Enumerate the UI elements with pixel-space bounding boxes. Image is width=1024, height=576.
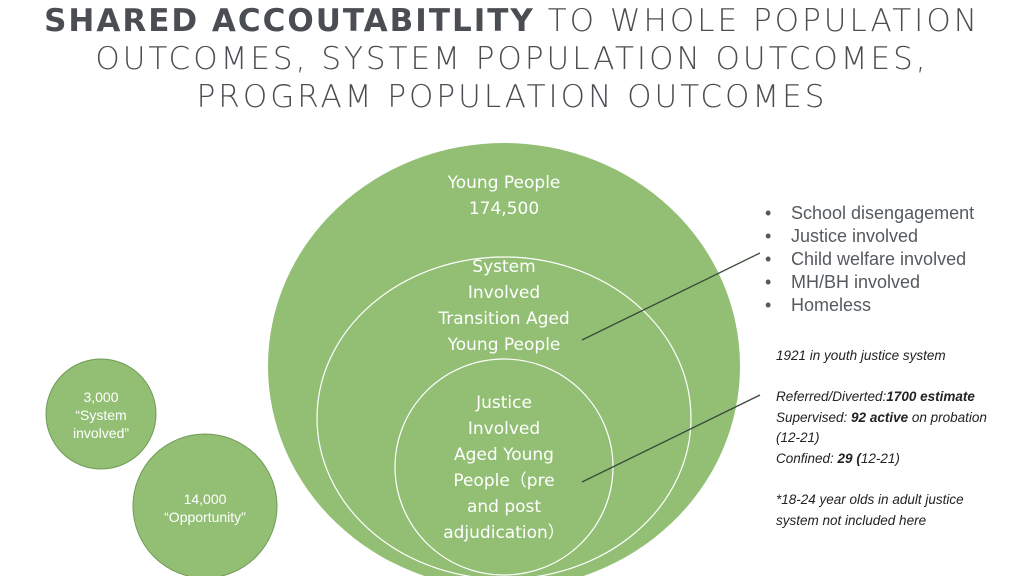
small-system-label: 3,000 “System involved” [51, 388, 151, 442]
list-item: Homeless [765, 294, 974, 317]
confined-line: Confined: 29 (12-21) [776, 449, 987, 470]
page-title: SHARED ACCOUTABITLITY TO WHOLE POPULATIO… [0, 2, 1024, 116]
title-bold: SHARED ACCOUTABITLITY [44, 3, 535, 39]
list-item: Child welfare involved [765, 248, 974, 271]
inner-label-line: Aged Young [454, 445, 554, 465]
inner-label-line: People（pre [453, 471, 555, 491]
title-line-1: SHARED ACCOUTABITLITY TO WHOLE POPULATIO… [0, 2, 1024, 40]
middle-circle-label: System Involved Transition Aged Young Pe… [404, 254, 604, 358]
inner-circle-label: Justice Involved Aged Young People（pre a… [404, 390, 604, 546]
referred-value: 1700 estimate [886, 389, 975, 404]
middle-label-line: Transition Aged [438, 309, 570, 329]
youth-justice-text: in youth justice system [806, 348, 946, 363]
footnote: *18-24 year olds in adult justice system… [776, 490, 964, 531]
youth-justice-note: 1921 in youth justice system [776, 346, 946, 367]
middle-label-line: Involved [467, 283, 541, 303]
small-system-text: involved” [72, 425, 130, 441]
middle-label-line: Young People [447, 335, 561, 355]
middle-label-line: System [472, 257, 536, 277]
supervised-label: Supervised: [776, 409, 852, 425]
small-opportunity-text: “Opportunity” [164, 509, 246, 525]
list-item: Justice involved [765, 225, 974, 248]
system-involvement-list: School disengagement Justice involved Ch… [765, 202, 974, 317]
connector-line-middle [581, 252, 761, 341]
justice-breakdown-note: Referred/Diverted:1700 estimate Supervis… [776, 387, 987, 469]
list-item: School disengagement [765, 202, 974, 225]
referred-line: Referred/Diverted:1700 estimate [776, 387, 987, 408]
small-system-text: “System [75, 407, 127, 423]
title-line-2: OUTCOMES, SYSTEM POPULATION OUTCOMES, [95, 41, 929, 77]
inner-label-line: and post [466, 497, 542, 517]
inner-label-line: Justice [476, 393, 532, 413]
youth-justice-count: 1921 [776, 348, 807, 363]
outer-circle-label: Young People 174,500 [404, 170, 604, 222]
footnote-line: system not included here [776, 512, 927, 528]
small-circle-system-involved [45, 358, 157, 470]
outer-label-count: 174,500 [468, 199, 540, 219]
title-rest: TO WHOLE POPULATION [534, 3, 980, 39]
confined-label: Confined: [776, 450, 838, 466]
middle-circle-system-involved [316, 256, 692, 576]
supervised-rest: on probation [908, 409, 987, 425]
small-opportunity-count: 14,000 [183, 491, 227, 507]
small-system-count: 3,000 [83, 389, 119, 405]
supervised-ages: (12-21) [776, 430, 820, 445]
inner-label-line: adjudication） [443, 523, 565, 543]
referred-label: Referred/Diverted: [776, 389, 887, 404]
confined-rest: 12-21) [860, 450, 900, 466]
small-opportunity-label: 14,000 “Opportunity” [135, 490, 275, 526]
outer-label-title: Young People [447, 173, 561, 193]
list-item: MH/BH involved [765, 271, 974, 294]
supervised-line: Supervised: 92 active on probation [776, 408, 987, 429]
title-line-3: PROGRAM POPULATION OUTCOMES [196, 79, 828, 115]
inner-label-line: Involved [467, 419, 541, 439]
confined-value: 29 ( [837, 450, 861, 466]
supervised-value: 92 active [851, 409, 909, 425]
connector-line-inner [581, 394, 761, 483]
footnote-line: *18-24 year olds in adult justice [776, 492, 964, 507]
small-circle-opportunity [132, 433, 278, 576]
